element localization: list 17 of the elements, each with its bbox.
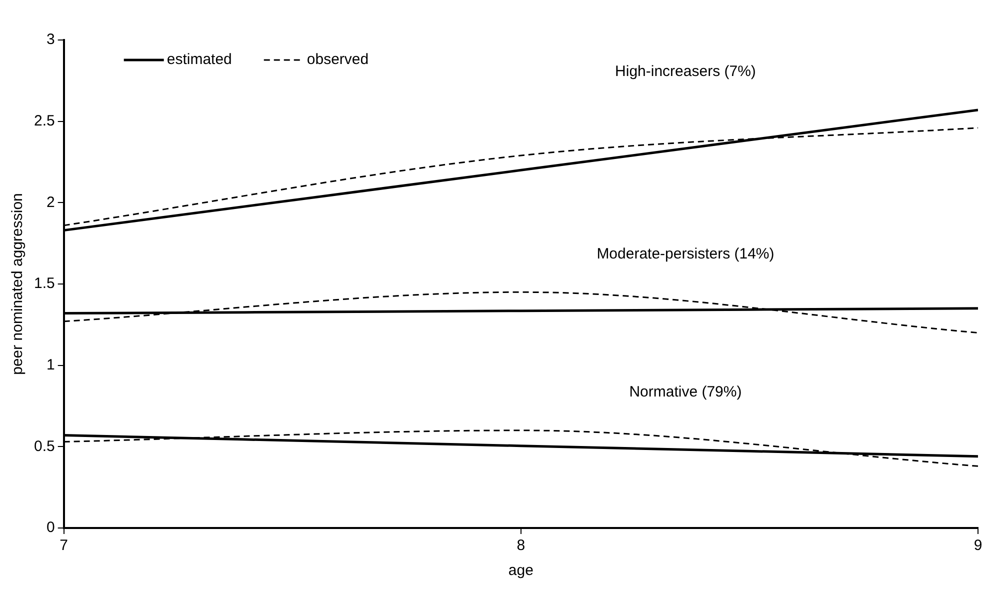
x-tick-label: 7 <box>60 537 68 554</box>
y-tick-label: 2 <box>46 194 55 211</box>
y-tick-label: 1 <box>46 356 55 374</box>
annotation: Moderate-persisters (14%) <box>596 245 774 262</box>
legend-label: estimated <box>166 51 232 68</box>
y-tick-label: 2.5 <box>34 112 55 130</box>
legend-label: observed <box>306 51 369 68</box>
y-tick-label: 0.5 <box>34 438 55 455</box>
y-axis-title: peer nominated aggression <box>9 193 26 375</box>
y-tick-label: 1.5 <box>34 275 55 292</box>
x-tick-label: 8 <box>516 537 526 554</box>
x-axis-title: age <box>508 562 534 580</box>
annotation: Normative (79%) <box>629 384 742 401</box>
y-tick-label: 3 <box>46 31 55 48</box>
y-tick-label: 0 <box>46 519 55 536</box>
annotation: High-increasers (7%) <box>615 63 756 80</box>
x-tick-label: 9 <box>974 537 982 554</box>
